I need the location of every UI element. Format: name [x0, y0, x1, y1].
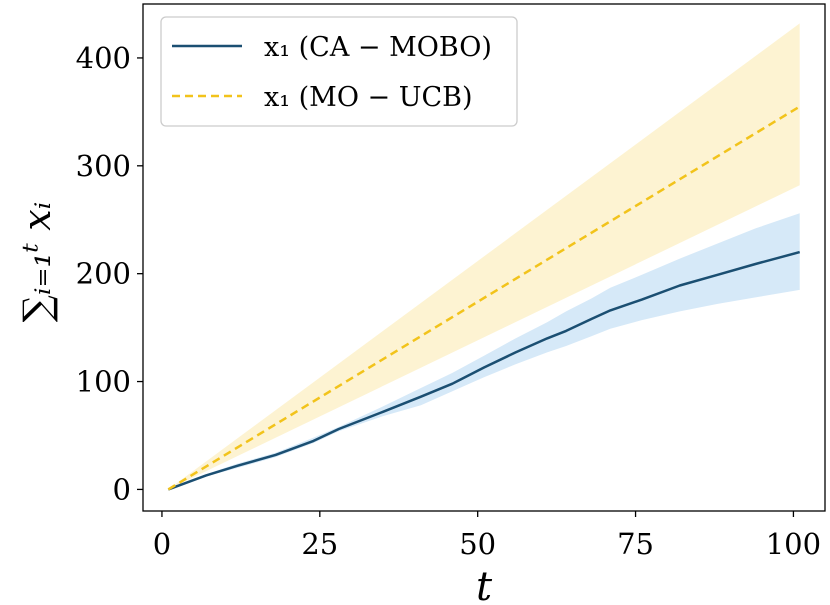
- plot-frame: [142, 3, 826, 512]
- x-tick-label: 50: [459, 527, 496, 561]
- legend: x₁ (CA − MOBO) x₁ (MO − UCB): [160, 16, 518, 127]
- y-axis-ticks: 0 100 200 300 400: [76, 41, 143, 506]
- confidence-bands: [168, 23, 800, 490]
- x-tick-label: 75: [617, 527, 654, 561]
- band-x-mo-ucb: [168, 23, 800, 490]
- y-tick-label: 0: [113, 472, 131, 506]
- series-lines: [167, 105, 801, 491]
- x-tick-label: 100: [766, 527, 821, 561]
- x-axis-label: t: [476, 564, 493, 605]
- legend-box: [160, 16, 518, 127]
- y-tick-label: 200: [76, 257, 131, 291]
- y-axis-label: ∑ᵢ₌₁ᵗ xᵢ: [15, 202, 59, 323]
- x-tick-label: 0: [153, 527, 171, 561]
- line-x-ca-mobo: [167, 250, 801, 491]
- y-tick-label: 400: [76, 41, 131, 75]
- legend-label-ca-mobo: x₁ (CA − MOBO): [264, 32, 492, 63]
- y-tick-label: 100: [76, 365, 131, 399]
- y-tick-label: 300: [76, 149, 131, 183]
- legend-label-mo-ucb: x₁ (MO − UCB): [264, 82, 473, 113]
- line-x-mo-ucb: [167, 105, 801, 491]
- x-tick-label: 25: [301, 527, 338, 561]
- band-x-ca-mobo: [168, 213, 800, 490]
- x-axis-ticks: 0 25 50 75 100: [153, 511, 821, 561]
